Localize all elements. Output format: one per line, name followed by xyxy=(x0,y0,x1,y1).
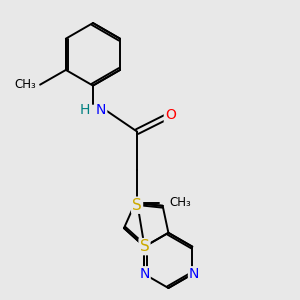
Text: CH₃: CH₃ xyxy=(169,196,191,209)
Text: H: H xyxy=(80,103,90,116)
Text: S: S xyxy=(140,239,149,254)
Text: S: S xyxy=(132,198,142,213)
Text: N: N xyxy=(139,267,150,281)
Text: CH₃: CH₃ xyxy=(14,78,36,91)
Text: O: O xyxy=(165,108,176,122)
Text: N: N xyxy=(96,103,106,116)
Text: N: N xyxy=(189,267,199,281)
